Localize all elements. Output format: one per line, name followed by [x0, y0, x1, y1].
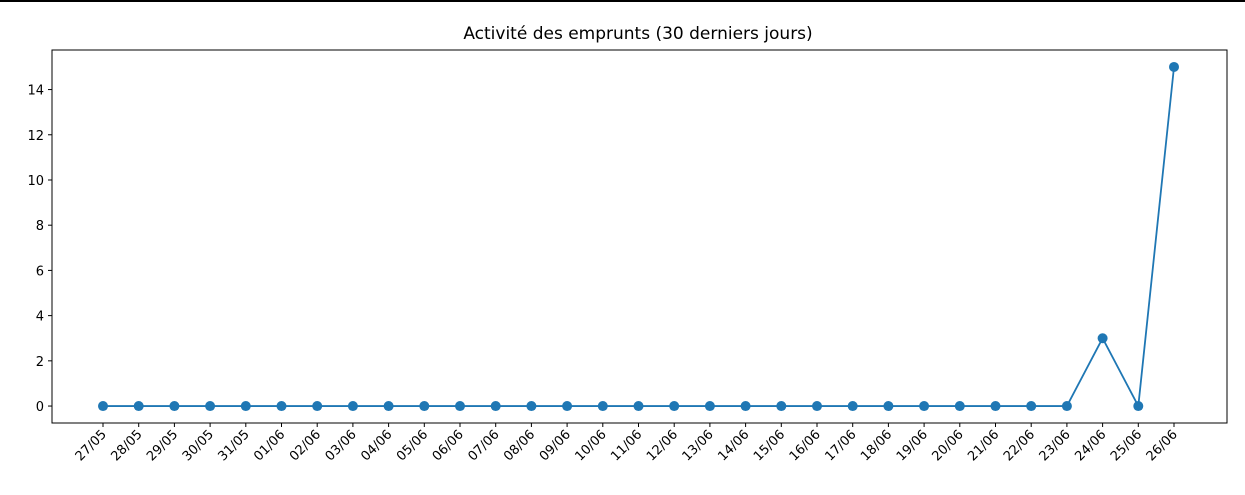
- x-tick-label: 05/06: [394, 427, 431, 464]
- x-axis-ticks: 27/0528/0529/0530/0531/0501/0602/0603/06…: [73, 423, 1181, 464]
- data-point: [240, 401, 251, 412]
- x-tick-label: 06/06: [430, 427, 467, 464]
- data-point: [347, 401, 358, 412]
- data-point: [669, 401, 680, 412]
- y-tick-label: 0: [36, 400, 44, 415]
- x-tick-label: 02/06: [287, 427, 324, 464]
- x-tick-label: 20/06: [930, 427, 967, 464]
- data-point: [455, 401, 465, 412]
- data-point: [1097, 333, 1108, 344]
- data-point: [633, 401, 644, 412]
- x-tick-label: 18/06: [858, 427, 895, 464]
- data-point: [1133, 401, 1144, 412]
- data-point: [133, 401, 144, 412]
- plot-axes: [51, 49, 1228, 424]
- data-point: [1061, 401, 1072, 412]
- x-tick-label: 26/06: [1144, 427, 1181, 464]
- y-tick-label: 4: [36, 310, 44, 325]
- y-axis-ticks: 0 2 4 6 8 10 12 14: [27, 84, 52, 415]
- data-point: [1026, 401, 1037, 412]
- data-point: [490, 401, 501, 412]
- data-point: [776, 401, 787, 412]
- data-point: [847, 401, 858, 412]
- x-tick-label: 19/06: [894, 427, 931, 464]
- data-point: [312, 401, 323, 412]
- data-point: [954, 401, 965, 412]
- x-tick-label: 10/06: [573, 427, 610, 464]
- x-tick-label: 11/06: [608, 427, 645, 464]
- data-point: [205, 401, 216, 412]
- data-point: [169, 401, 180, 412]
- x-tick-label: 15/06: [751, 427, 788, 464]
- series-line: [103, 66, 1175, 407]
- y-tick-label: 2: [36, 355, 44, 370]
- data-point: [990, 401, 1001, 412]
- data-point: [597, 401, 608, 412]
- y-tick-label: 6: [36, 264, 44, 279]
- data-point: [883, 401, 894, 412]
- plot-frame: [51, 49, 1228, 424]
- x-tick-label: 24/06: [1072, 427, 1109, 464]
- y-tick-label: 8: [36, 219, 44, 234]
- data-point: [383, 401, 394, 412]
- data-point: [419, 401, 430, 412]
- data-point: [704, 401, 715, 412]
- x-tick-label: 28/05: [108, 427, 145, 464]
- x-tick-label: 13/06: [680, 427, 717, 464]
- x-tick-label: 17/06: [822, 427, 859, 464]
- data-point: [276, 401, 287, 412]
- chart-title: Activité des emprunts (30 derniers jours…: [463, 24, 812, 44]
- x-tick-label: 16/06: [787, 427, 824, 464]
- x-tick-label: 04/06: [358, 427, 395, 464]
- x-tick-label: 23/06: [1037, 427, 1074, 464]
- x-tick-label: 29/05: [144, 427, 181, 464]
- x-tick-label: 30/05: [180, 427, 217, 464]
- x-tick-label: 08/06: [501, 427, 538, 464]
- x-tick-label: 31/05: [216, 427, 253, 464]
- x-tick-label: 01/06: [251, 427, 288, 464]
- data-point: [562, 401, 573, 412]
- x-tick-label: 14/06: [715, 427, 752, 464]
- y-tick-label: 14: [27, 84, 44, 99]
- data-point: [1169, 61, 1179, 72]
- x-tick-label: 27/05: [73, 427, 110, 464]
- x-tick-label: 07/06: [465, 427, 502, 464]
- x-tick-label: 21/06: [965, 427, 1002, 464]
- series-layer: [98, 61, 1179, 412]
- data-point: [812, 401, 822, 412]
- x-tick-label: 22/06: [1001, 427, 1038, 464]
- top-border: [0, 0, 1245, 2]
- data-point: [526, 401, 537, 412]
- y-tick-label: 10: [27, 174, 44, 189]
- data-point: [98, 401, 108, 412]
- x-tick-label: 09/06: [537, 427, 574, 464]
- data-point: [919, 401, 930, 412]
- x-tick-label: 25/06: [1108, 427, 1145, 464]
- x-tick-label: 12/06: [644, 427, 681, 464]
- data-point: [740, 401, 751, 412]
- y-tick-label: 12: [27, 129, 44, 144]
- x-tick-label: 03/06: [323, 427, 360, 464]
